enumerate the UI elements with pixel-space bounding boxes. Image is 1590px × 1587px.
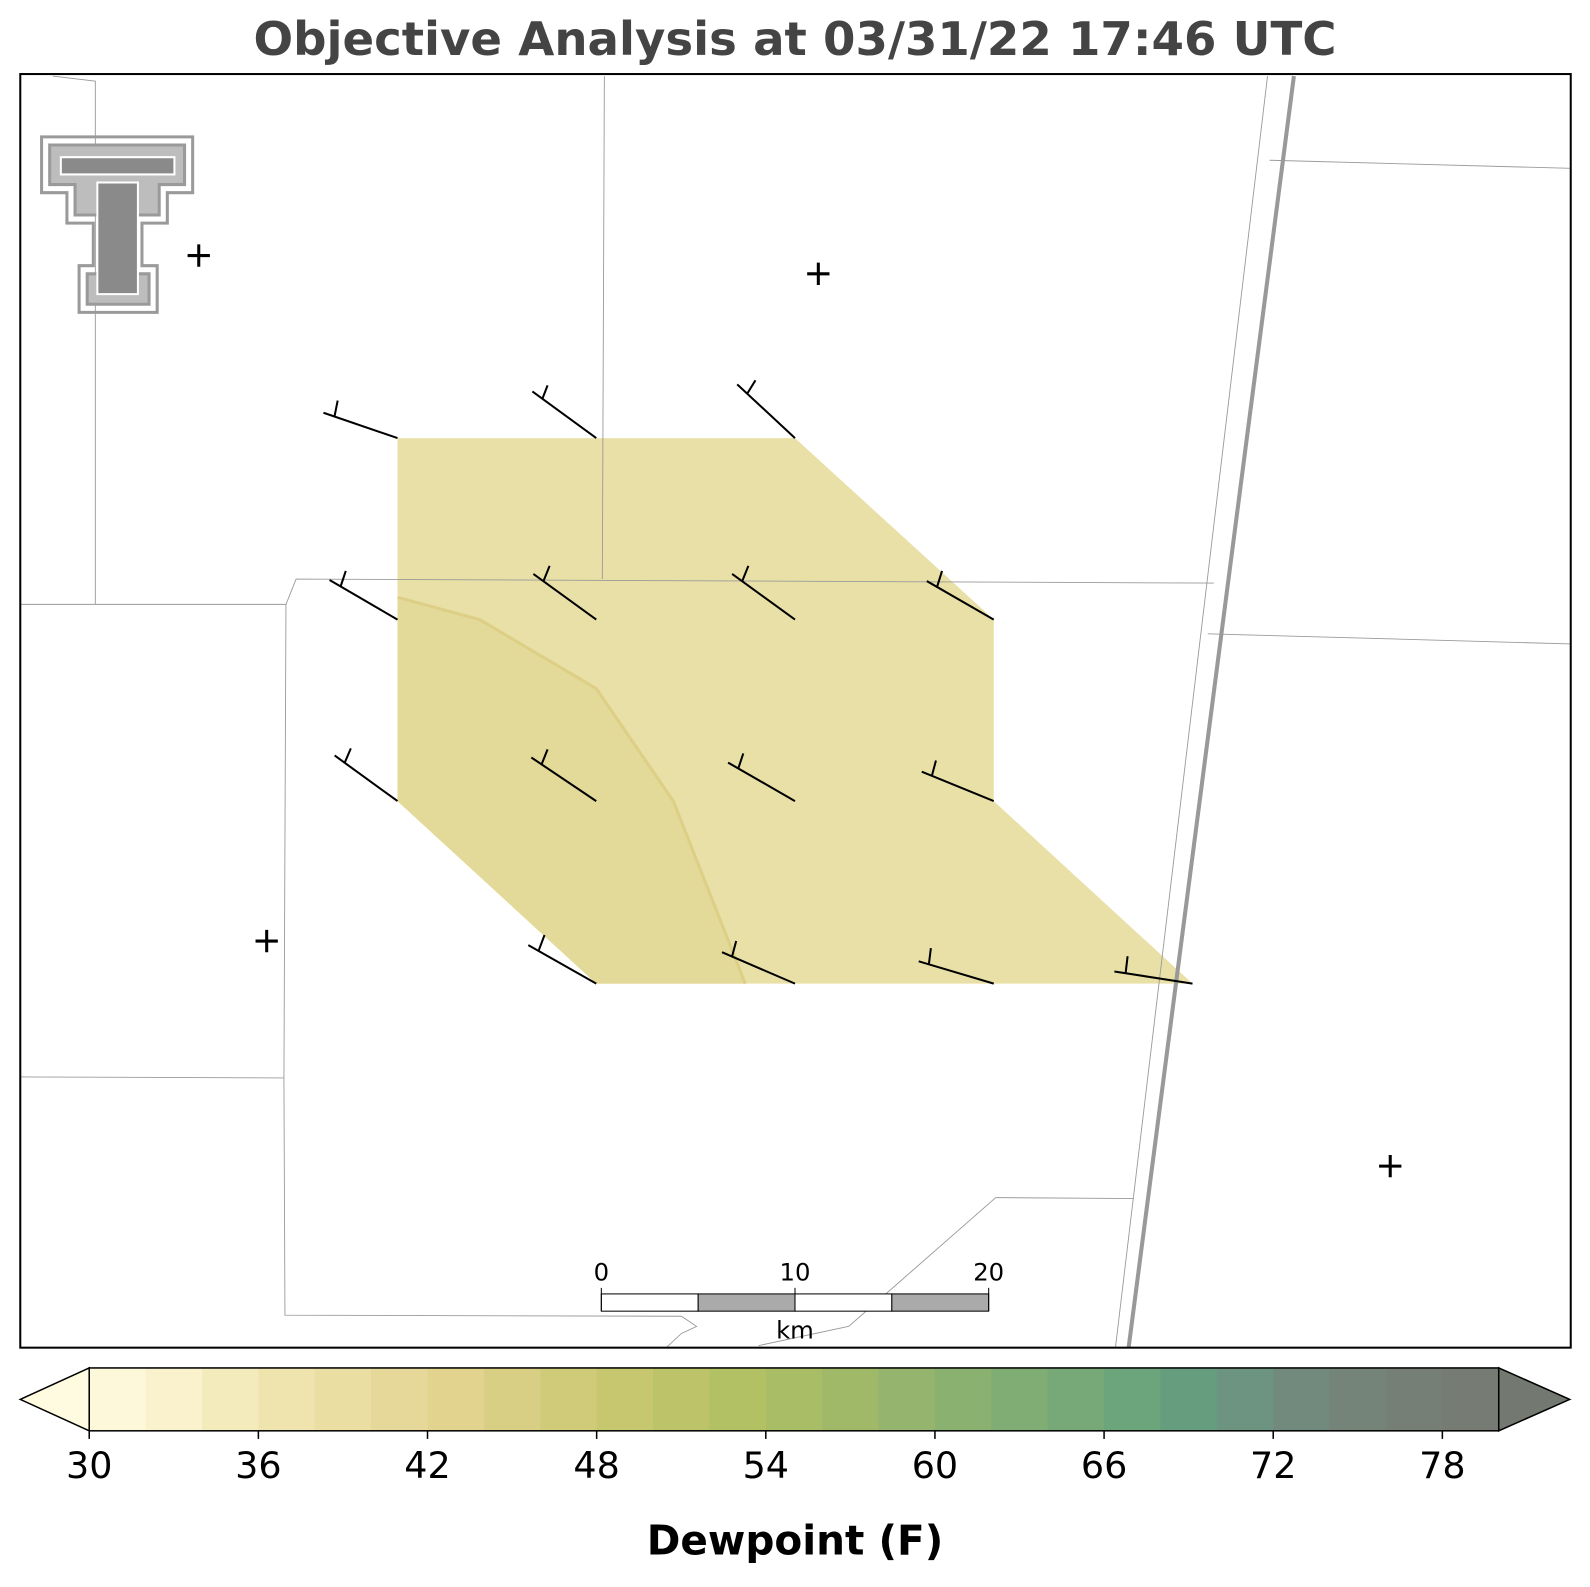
colorbar-swatch [1273, 1367, 1331, 1431]
colorbar-swatch [1216, 1367, 1274, 1431]
map-title: Objective Analysis at 03/31/22 17:46 UTC [253, 12, 1336, 66]
colorbar-tick-label: 72 [1250, 1444, 1296, 1487]
colorbar-swatch [427, 1367, 485, 1431]
colorbar-swatch [934, 1367, 992, 1431]
colorbar-swatch [653, 1367, 710, 1431]
colorbar-swatch [1329, 1367, 1387, 1431]
colorbar-tick-label: 30 [66, 1444, 112, 1487]
colorbar-extend-low [18, 1366, 90, 1433]
scale-label: 10 [780, 1258, 811, 1287]
colorbar-swatch [1442, 1367, 1500, 1431]
colorbar-tick-label: 36 [235, 1444, 281, 1487]
highway [1126, 75, 1296, 1348]
scale-bar: 0 10 20 km [594, 1258, 1005, 1345]
wind-barbs [323, 379, 1193, 985]
colorbar-swatch [1104, 1367, 1161, 1431]
scale-unit: km [776, 1315, 814, 1344]
dewpoint-fill-darker [397, 597, 746, 984]
colorbar-tick-label: 78 [1419, 1444, 1465, 1487]
colorbar-tick-label: 42 [404, 1444, 450, 1487]
colorbar-swatch [1047, 1367, 1105, 1431]
colorbar-swatch [1385, 1367, 1443, 1431]
county-lines [20, 75, 1571, 1349]
colorbar-swatch [314, 1367, 372, 1431]
colorbar-swatch [89, 1367, 147, 1431]
colorbar-swatch [145, 1367, 203, 1431]
map-frame [19, 73, 1572, 1349]
colorbar-swatch [878, 1367, 936, 1431]
colorbar-swatch [483, 1367, 541, 1431]
colorbar-extend-high [1497, 1366, 1572, 1432]
colorbar-tick-label: 66 [1081, 1444, 1127, 1487]
contour-line [397, 595, 747, 985]
colorbar-swatch [201, 1367, 259, 1431]
scale-label: 20 [973, 1258, 1004, 1287]
logo [40, 135, 195, 314]
map-area: 0 10 20 km [19, 73, 1572, 1349]
colorbar-swatch [822, 1367, 880, 1431]
colorbar-tick-label: 48 [573, 1444, 619, 1487]
colorbar-swatch [1160, 1367, 1218, 1431]
colorbar-swatch [709, 1367, 767, 1431]
colorbar-label: Dewpoint (F) [647, 1516, 944, 1564]
colorbar-tick-label: 54 [743, 1444, 789, 1487]
colorbar-tick-label: 60 [912, 1444, 958, 1487]
station-markers [187, 244, 1402, 1178]
scale-label: 0 [594, 1258, 609, 1287]
colorbar-swatch [258, 1367, 316, 1431]
colorbar-swatch [765, 1367, 823, 1431]
colorbar: 30 36 42 48 54 60 66 72 78 [18, 1366, 1572, 1487]
colorbar-swatch [540, 1367, 598, 1431]
colorbar-swatch [991, 1367, 1049, 1431]
colorbar-swatch [596, 1367, 654, 1431]
colorbar-frame [88, 1367, 1500, 1432]
colorbar-swatch [371, 1367, 429, 1431]
